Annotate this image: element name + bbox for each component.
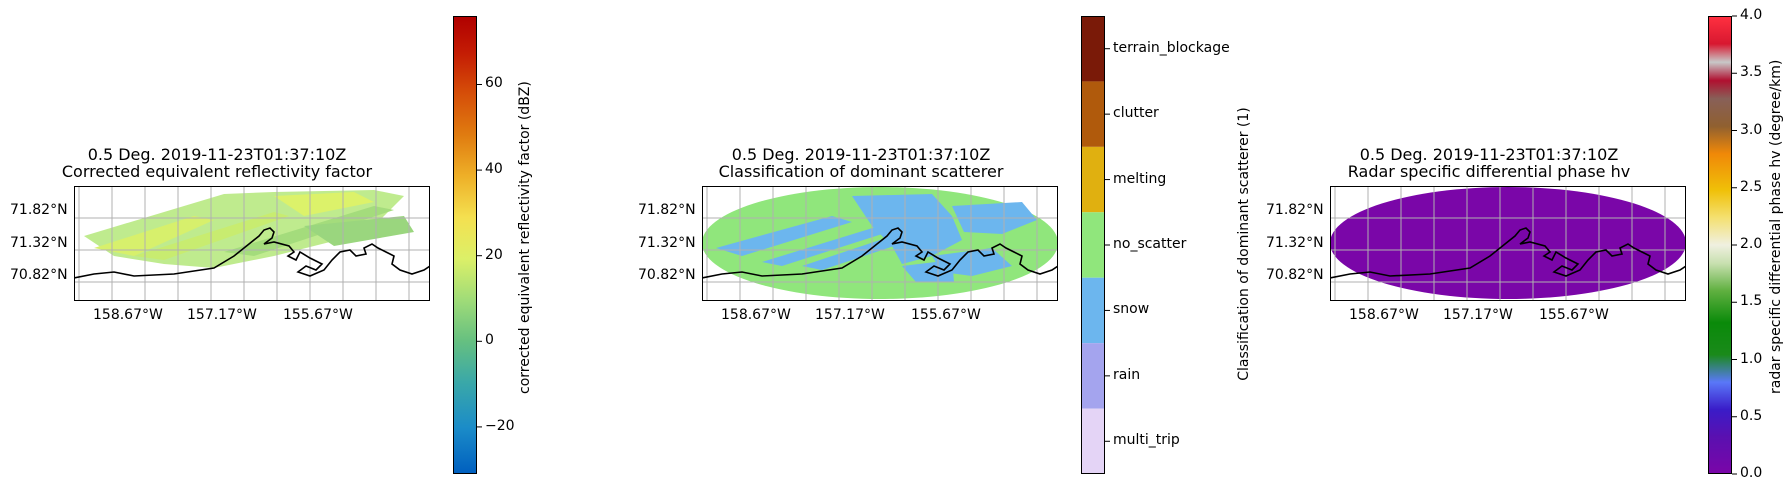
panel2-colorbar-segment — [1081, 81, 1105, 147]
panel1-lat-tick: 71.32°N — [10, 235, 68, 251]
panel2-subtitle-line: Classification of dominant scatterer — [718, 162, 1004, 181]
panel2-gridlines — [702, 186, 1058, 301]
panel2-colorbar-tick-label: melting — [1113, 170, 1167, 187]
panel1-colorbar-tick-label: 40 — [485, 161, 503, 178]
panel2-colorbar-segment — [1081, 408, 1105, 474]
panel1-map — [74, 186, 430, 301]
panel3-title: 0.5 Deg. 2019-11-23T01:37:10Z Radar spec… — [1289, 146, 1689, 180]
panel2-colorbar-label: Classification of dominant scatterer (1) — [1236, 107, 1252, 381]
panel3-colorbar-tick-label: 3.5 — [1740, 64, 1763, 81]
panel1-gridlines — [74, 186, 430, 301]
panel2-snow-field — [716, 194, 1037, 282]
panel2-lat-tick: 71.32°N — [638, 235, 696, 251]
panel3-lon-tick: 157.17°W — [1443, 307, 1513, 323]
panel2-colorbar-segment — [1081, 343, 1105, 409]
panel1-lat-tick: 70.82°N — [10, 267, 68, 283]
panel3-colorbar-tick-label: 1.5 — [1740, 293, 1763, 310]
panel3-gridlines — [1330, 186, 1686, 301]
panel2-snow-band — [762, 222, 907, 266]
panel1-colorbar-label: corrected equivalent reflectivity factor… — [517, 81, 533, 394]
panel2-colorbar-segment — [1081, 277, 1105, 344]
panel3-frame — [1330, 186, 1686, 301]
panel1-echo-band — [274, 192, 374, 216]
panel2-colorbar-tick-label: clutter — [1113, 105, 1159, 122]
panel1-colorbar-tick-label: 60 — [485, 75, 503, 92]
panel2-title: 0.5 Deg. 2019-11-23T01:37:10Z Classifica… — [661, 146, 1061, 180]
panel3-lat-tick: 71.82°N — [1266, 202, 1324, 218]
panel3-colorbar-tick-label: 4.0 — [1740, 7, 1763, 23]
panel2-lat-tick: 71.82°N — [638, 202, 696, 218]
panel2-colorbar-segment — [1081, 146, 1105, 213]
panel1-colorbar-tick-label: −20 — [485, 417, 515, 434]
panel1-echo-band — [304, 216, 414, 246]
panel2-frame — [702, 186, 1058, 301]
panel2-colorbar-tick-label: no_scatter — [1113, 236, 1187, 252]
panel3-lon-tick: 155.67°W — [1539, 307, 1609, 323]
panel1-colorbar — [453, 16, 482, 474]
panel2-map — [702, 186, 1058, 301]
panel1-echo-band — [94, 216, 214, 256]
panel2-colorbar-segment — [1081, 16, 1105, 82]
panel3-colorbar-tick-label: 2.0 — [1740, 236, 1763, 252]
panel1-title: 0.5 Deg. 2019-11-23T01:37:10Z Corrected … — [17, 146, 417, 180]
panel3-colorbar-ramp — [1708, 16, 1732, 474]
panel2-lon-tick: 158.67°W — [721, 307, 791, 323]
panel1-lon-tick: 155.67°W — [283, 307, 353, 323]
panel2-lon-tick: 155.67°W — [911, 307, 981, 323]
panel1-lon-tick: 158.67°W — [93, 307, 163, 323]
panel1-lat-tick: 71.82°N — [10, 202, 68, 218]
panel1-coastline — [74, 227, 430, 279]
panel3-lon-tick: 158.67°W — [1349, 307, 1419, 323]
panel2-colorbar-frame — [1081, 16, 1105, 474]
panel1-colorbar-ramp — [453, 16, 477, 474]
panel1-subtitle-line: Corrected equivalent reflectivity factor — [61, 162, 373, 181]
panel2-colorbar-tick-label: snow — [1113, 301, 1150, 318]
panel1-echo-field — [84, 190, 414, 268]
panel2-lat-tick: 70.82°N — [638, 267, 696, 283]
panel3-coastline — [1330, 227, 1686, 279]
panel2-coastline — [702, 227, 1058, 279]
panel3-colorbar-tick-label: 2.5 — [1740, 178, 1763, 195]
panel3-lat-tick: 70.82°N — [1266, 267, 1324, 283]
panel1-frame — [74, 186, 430, 301]
panel2-colorbar-tick-label: multi_trip — [1113, 432, 1180, 449]
panel3-colorbar-tick-label: 3.0 — [1740, 121, 1763, 138]
panel2-colorbar-tick-label: terrain_blockage — [1113, 39, 1230, 56]
panel2-colorbar-tick-label: rain — [1113, 366, 1141, 383]
panel3-map — [1330, 186, 1686, 301]
panel2-colorbar — [1081, 16, 1110, 474]
panel3-colorbar-tick-label: 0.0 — [1740, 465, 1763, 481]
panel3-colorbar-tick-label: 1.0 — [1740, 350, 1763, 367]
panel1-colorbar-tick-label: 0 — [485, 332, 494, 349]
panel3-title-line: 0.5 Deg. 2019-11-23T01:37:10Z — [1359, 145, 1619, 164]
panel1-colorbar-tick-label: 20 — [485, 246, 503, 263]
panel3-colorbar-label: radar specific differential phase hv (de… — [1768, 59, 1784, 394]
panel3-colorbar-tick-label: 0.5 — [1740, 407, 1763, 424]
panel1-lon-tick: 157.17°W — [187, 307, 257, 323]
panel2-snow-band — [716, 216, 852, 256]
panel3-lat-tick: 71.32°N — [1266, 235, 1324, 251]
panel2-title-line: 0.5 Deg. 2019-11-23T01:37:10Z — [731, 145, 991, 164]
panel3-subtitle-line: Radar specific differential phase hv — [1347, 162, 1631, 181]
panel2-colorbar-segment — [1081, 212, 1105, 278]
panel3-colorbar — [1708, 15, 1737, 475]
panel2-snow-band — [852, 194, 962, 264]
panel3-phase-field — [1330, 187, 1686, 299]
panel2-lon-tick: 157.17°W — [815, 307, 885, 323]
panel1-title-line: 0.5 Deg. 2019-11-23T01:37:10Z — [87, 145, 347, 164]
